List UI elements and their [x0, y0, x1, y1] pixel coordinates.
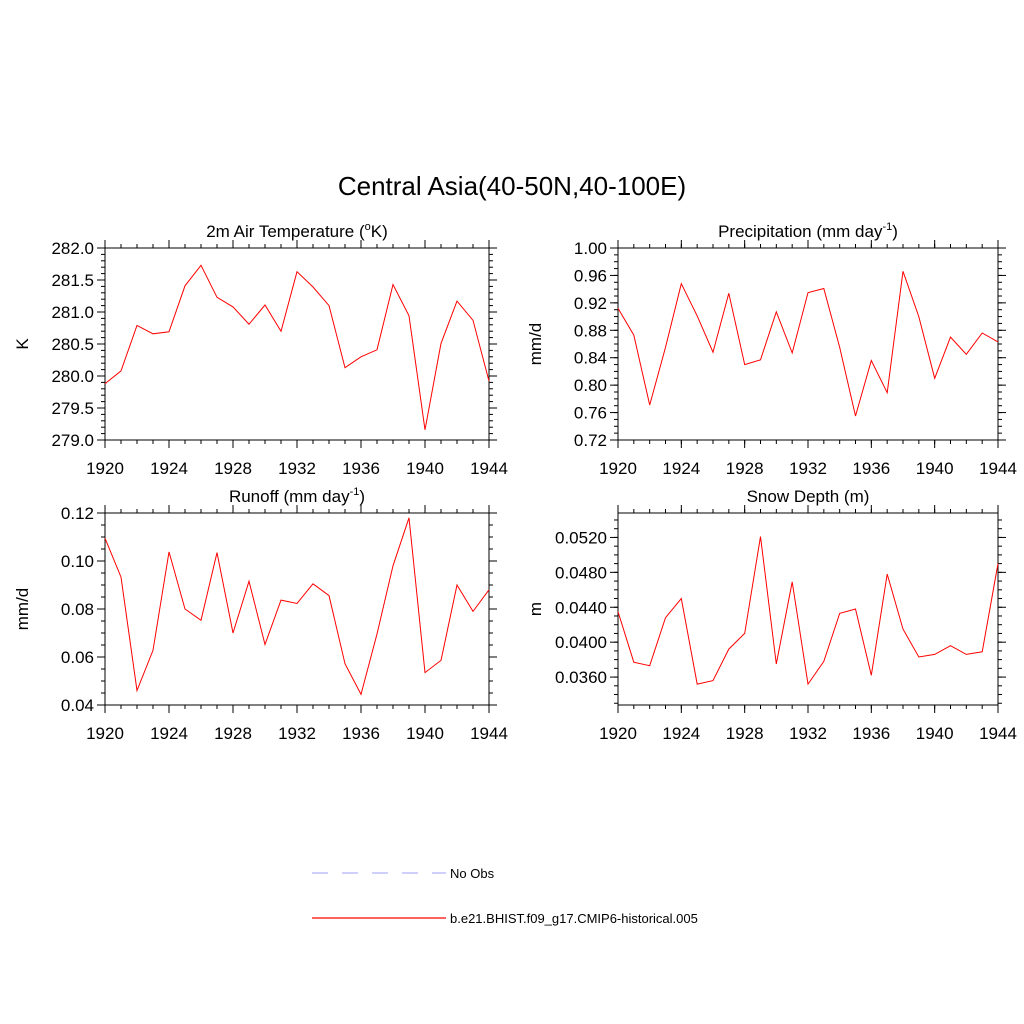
- x-tick-label: 1932: [789, 724, 827, 743]
- y-tick-label: 0.96: [574, 266, 607, 285]
- x-tick-label: 1944: [979, 459, 1017, 478]
- x-tick-label: 1924: [150, 459, 188, 478]
- x-tick-label: 1944: [979, 724, 1017, 743]
- panel-title: Snow Depth (m): [747, 487, 870, 506]
- y-tick-label: 0.0520: [555, 528, 607, 547]
- x-tick-label: 1936: [852, 724, 890, 743]
- panel-title: Precipitation (mm day-1): [718, 221, 898, 241]
- x-tick-label: 1936: [852, 459, 890, 478]
- x-tick-label: 1920: [86, 459, 124, 478]
- series-line: [617, 536, 999, 686]
- y-tick-label: 280.5: [51, 335, 94, 354]
- x-tick-label: 1940: [406, 459, 444, 478]
- x-tick-label: 1940: [916, 724, 954, 743]
- plot-frame: [617, 247, 999, 441]
- y-tick-label: 1.00: [574, 239, 607, 258]
- y-tick-label: 0.12: [61, 504, 94, 523]
- chart-panel-1: 2m Air Temperature (oK) K 279.0 279.5 280.0 2…: [13, 221, 508, 478]
- y-tick-label: 279.0: [51, 431, 94, 450]
- x-tick-label: 1944: [470, 459, 508, 478]
- y-tick-label: 0.06: [61, 648, 94, 667]
- x-tick-label: 1936: [342, 724, 380, 743]
- series-line: [104, 517, 490, 696]
- plot-frame: [104, 512, 490, 706]
- y-tick-label: 0.92: [574, 294, 607, 313]
- x-tick-label: 1928: [214, 459, 252, 478]
- x-tick-label: 1932: [278, 724, 316, 743]
- y-tick-label: 281.0: [51, 303, 94, 322]
- y-tick-label: 0.0480: [555, 563, 607, 582]
- y-tick-label: 0.84: [574, 349, 607, 368]
- y-axis-label: mm/d: [13, 588, 32, 631]
- legend: No Obs b.e21.BHIST.f09_g17.CMIP6-historic…: [312, 866, 698, 926]
- y-tick-label: 282.0: [51, 239, 94, 258]
- x-tick-label: 1928: [214, 724, 252, 743]
- y-tick-label: 0.0400: [555, 633, 607, 652]
- y-axis-label: m: [526, 602, 545, 616]
- main-title: Central Asia(40-50N,40-100E): [338, 171, 686, 201]
- plot-frame: [104, 247, 490, 441]
- x-tick-label: 1928: [726, 724, 764, 743]
- x-tick-label: 1932: [789, 459, 827, 478]
- legend-label: b.e21.BHIST.f09_g17.CMIP6-historical.005: [450, 911, 698, 926]
- y-axis-label: K: [13, 338, 32, 350]
- legend-label: No Obs: [450, 866, 495, 881]
- x-tick-label: 1932: [278, 459, 316, 478]
- x-tick-label: 1920: [599, 724, 637, 743]
- x-tick-label: 1936: [342, 459, 380, 478]
- x-tick-label: 1944: [470, 724, 508, 743]
- chart-panel-4: Snow Depth (m) m 0.0360 0.0400 0.0440 0.0480 0…: [526, 487, 1017, 743]
- series-line: [617, 271, 999, 417]
- y-axis-label: mm/d: [526, 323, 545, 366]
- chart-panel-3: Runoff (mm day-1) mm/d 0.04 0.06 0.08 0.10 0.1…: [13, 486, 508, 743]
- y-tick-label: 279.5: [51, 399, 94, 418]
- y-tick-label: 0.08: [61, 600, 94, 619]
- y-tick-label: 0.0440: [555, 598, 607, 617]
- y-tick-label: 0.0360: [555, 668, 607, 687]
- panel-title: Runoff (mm day-1): [229, 486, 365, 506]
- y-tick-label: 280.0: [51, 367, 94, 386]
- plot-frame: [617, 512, 999, 706]
- x-tick-label: 1940: [916, 459, 954, 478]
- x-tick-label: 1920: [86, 724, 124, 743]
- y-tick-label: 281.5: [51, 271, 94, 290]
- y-tick-label: 0.10: [61, 552, 94, 571]
- x-tick-label: 1924: [662, 724, 700, 743]
- y-tick-label: 0.76: [574, 404, 607, 423]
- chart-panel-2: Precipitation (mm day-1) mm/d 0.72 0.76 0.80…: [526, 221, 1017, 478]
- y-tick-label: 0.04: [61, 696, 94, 715]
- panels: 2m Air Temperature (oK) K 279.0 279.5 280.0 2…: [13, 221, 1017, 743]
- x-tick-label: 1940: [406, 724, 444, 743]
- y-tick-label: 0.88: [574, 321, 607, 340]
- x-tick-label: 1928: [726, 459, 764, 478]
- series-line: [104, 264, 490, 430]
- x-tick-label: 1924: [662, 459, 700, 478]
- x-tick-label: 1920: [599, 459, 637, 478]
- panel-title: 2m Air Temperature (oK): [206, 221, 388, 241]
- y-tick-label: 0.80: [574, 376, 607, 395]
- x-tick-label: 1924: [150, 724, 188, 743]
- y-tick-label: 0.72: [574, 431, 607, 450]
